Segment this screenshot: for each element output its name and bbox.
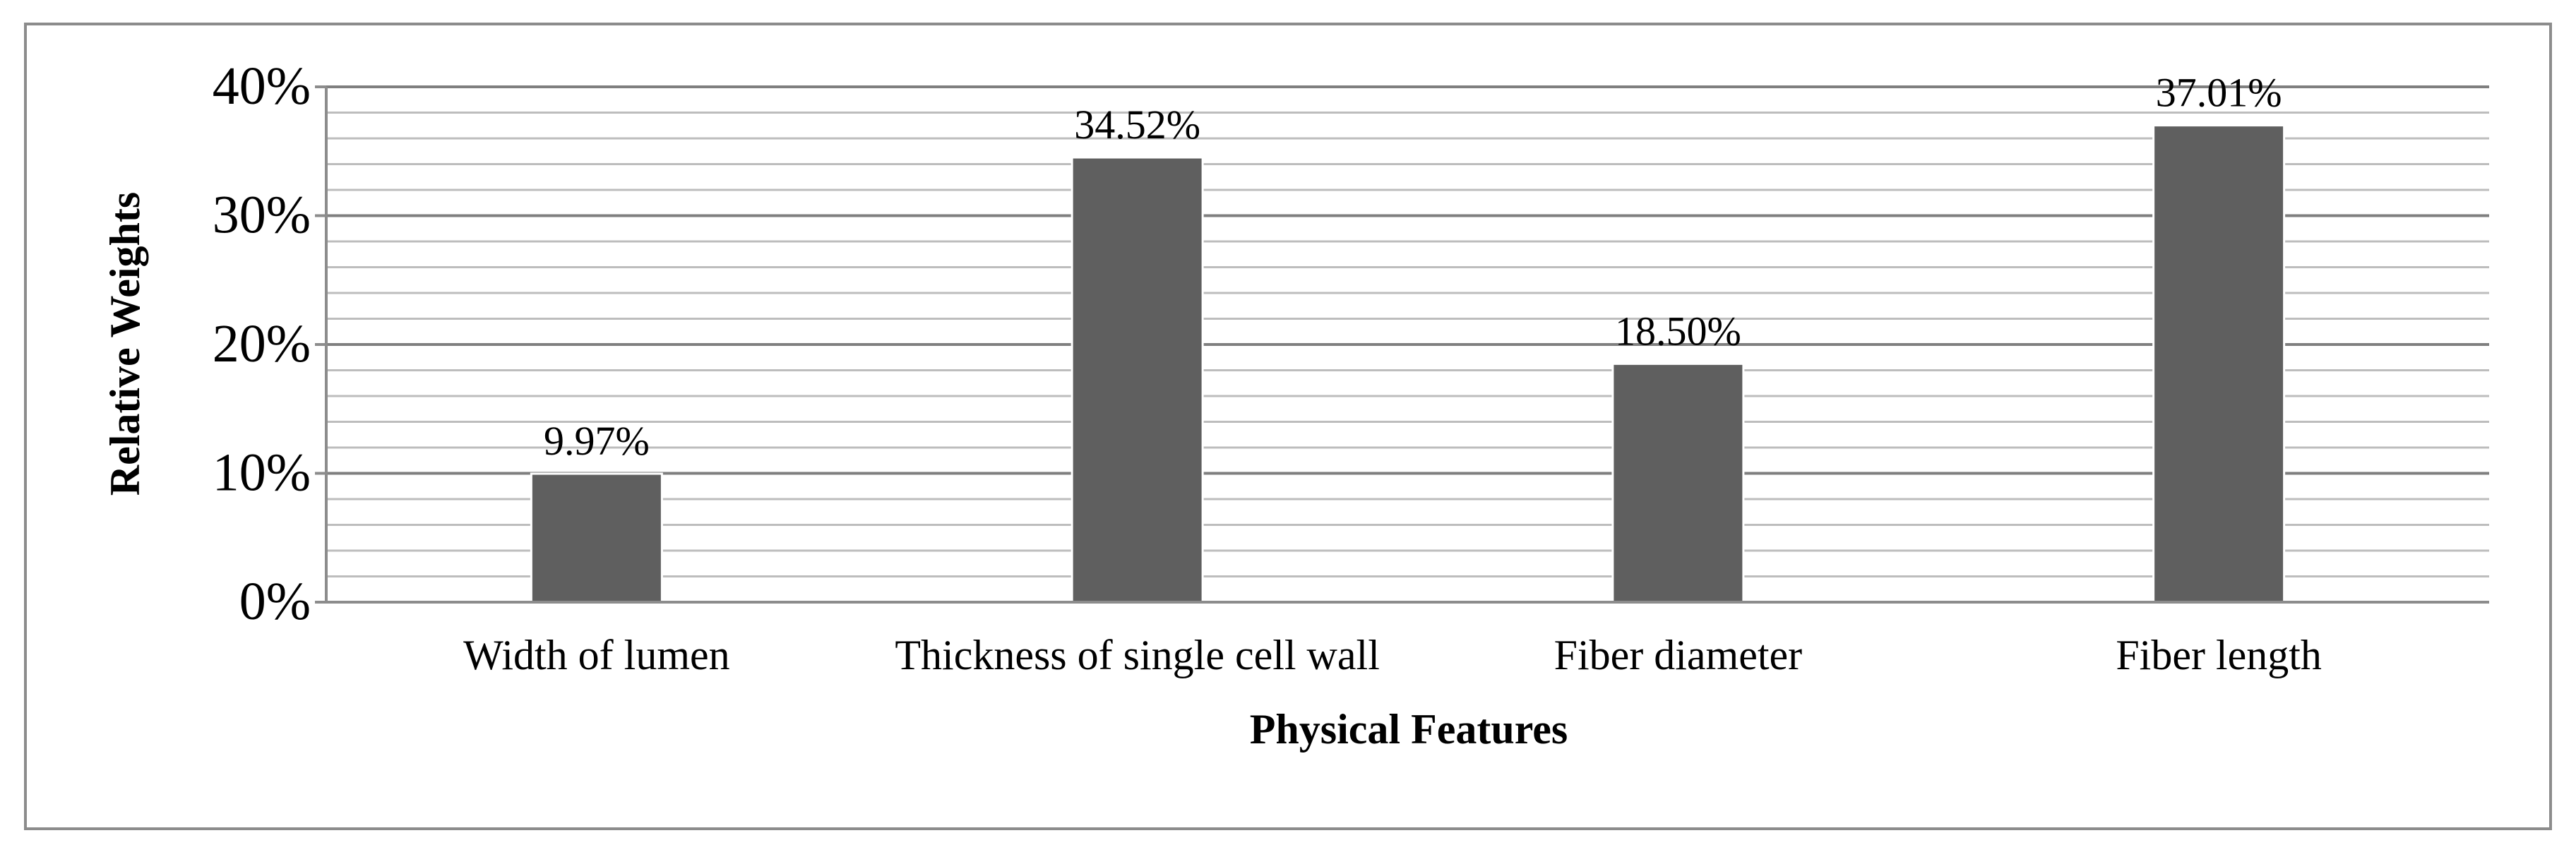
- labels: 0% 10% 20% 30% 40% 9.97% Width of lumen 34.52% T…: [213, 56, 2322, 678]
- x-tick-label: Width of lumen: [463, 632, 730, 678]
- y-tick-label: 40%: [213, 56, 311, 116]
- x-tick-label: Fiber diameter: [1554, 632, 1803, 678]
- data-label: 18.50%: [1615, 308, 1741, 354]
- gridlines: [326, 85, 2489, 577]
- x-tick-label: Thickness of single cell wall: [895, 632, 1379, 678]
- axes: [315, 85, 2489, 604]
- chart-frame: [24, 23, 2552, 830]
- data-label: 9.97%: [544, 418, 650, 464]
- x-tick-label: Fiber length: [2116, 632, 2322, 678]
- x-axis-title: Physical Features: [1250, 706, 1568, 753]
- y-tick-label: 30%: [213, 186, 311, 245]
- y-tick-label: 0%: [239, 572, 311, 631]
- data-label: 34.52%: [1074, 102, 1200, 148]
- y-tick-label: 20%: [213, 314, 311, 373]
- bar: [530, 472, 663, 604]
- bar: [2152, 124, 2286, 604]
- y-axis-title: Relative Weights: [102, 192, 148, 496]
- bar: [1611, 362, 1745, 604]
- y-tick-label: 10%: [213, 443, 311, 503]
- bar: [1071, 156, 1204, 604]
- data-label: 37.01%: [2156, 70, 2282, 116]
- bars: [530, 124, 2286, 604]
